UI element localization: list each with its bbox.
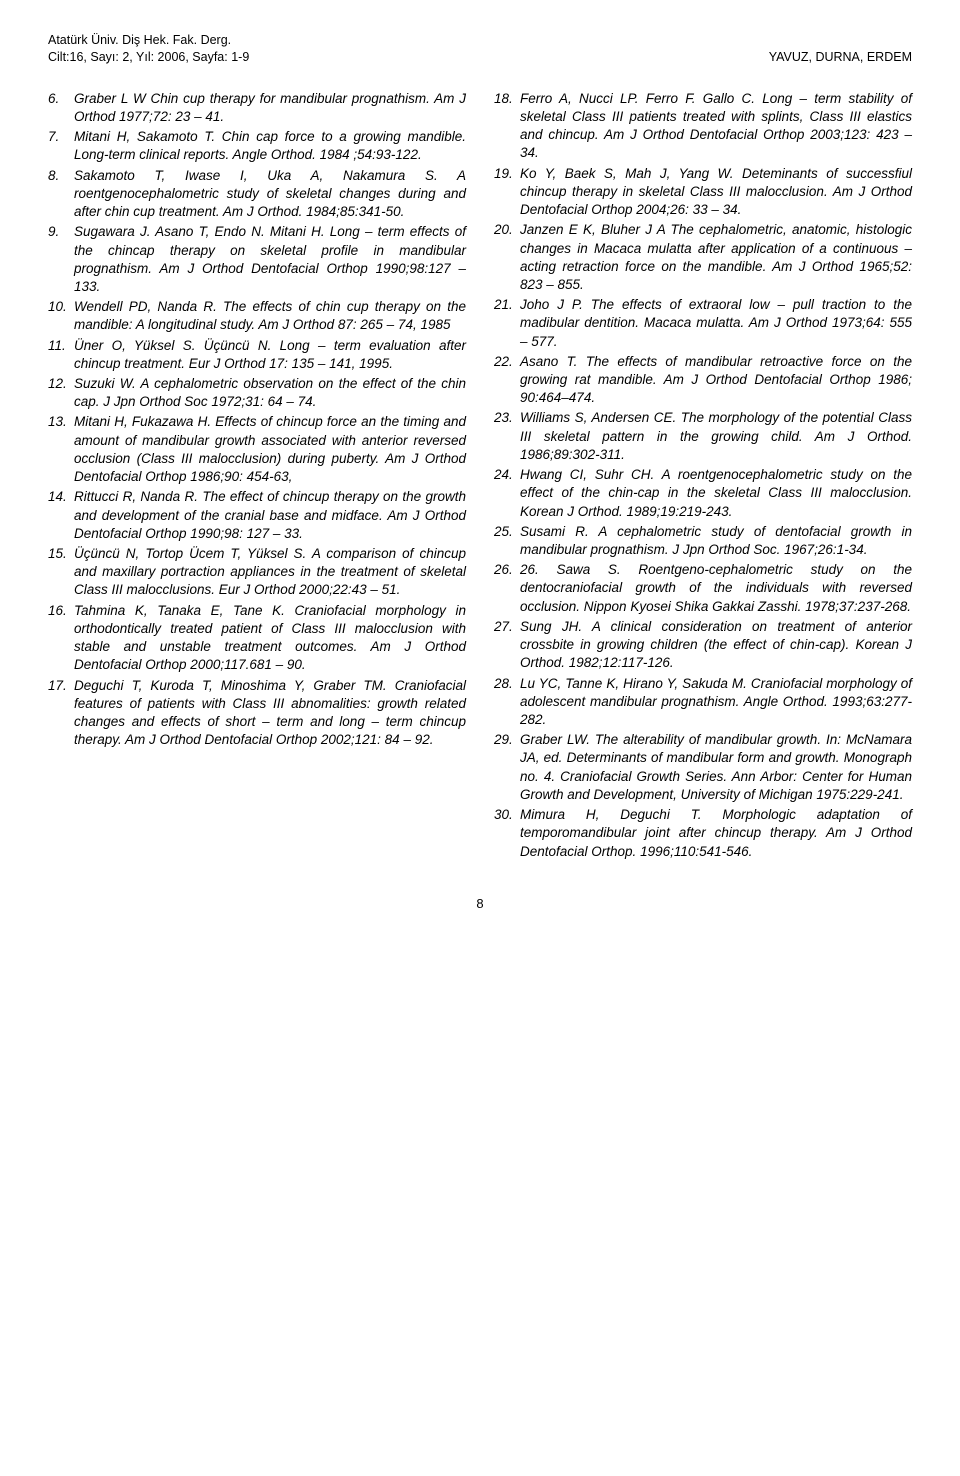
reference-text: Ko Y, Baek S, Mah J, Yang W. Deteminants… (520, 165, 912, 220)
reference-number: 23. (494, 409, 520, 464)
reference-number: 7. (48, 128, 74, 164)
reference-number: 21. (494, 296, 520, 351)
reference-number: 12. (48, 375, 74, 411)
reference-list-right: 18.Ferro A, Nucci LP. Ferro F. Gallo C. … (494, 90, 912, 861)
reference-text: Rittucci R, Nanda R. The effect of chinc… (74, 488, 466, 543)
reference-text: Wendell PD, Nanda R. The effects of chin… (74, 298, 466, 334)
reference-item: 30.Mimura H, Deguchi T. Morphologic adap… (494, 806, 912, 861)
reference-item: 24.Hwang CI, Suhr CH. A roentgenocephalo… (494, 466, 912, 521)
reference-item: 22.Asano T. The effects of mandibular re… (494, 353, 912, 408)
reference-number: 24. (494, 466, 520, 521)
authors: YAVUZ, DURNA, ERDEM (769, 49, 912, 66)
journal-name: Atatürk Üniv. Diş Hek. Fak. Derg. (48, 32, 249, 49)
reference-item: 29.Graber LW. The alterability of mandib… (494, 731, 912, 804)
reference-item: 13.Mitani H, Fukazawa H. Effects of chin… (48, 413, 466, 486)
issue-info: Cilt:16, Sayı: 2, Yıl: 2006, Sayfa: 1-9 (48, 49, 249, 66)
reference-item: 10.Wendell PD, Nanda R. The effects of c… (48, 298, 466, 334)
reference-item: 9.Sugawara J. Asano T, Endo N. Mitani H.… (48, 223, 466, 296)
reference-item: 26.26. Sawa S. Roentgeno-cephalometric s… (494, 561, 912, 616)
reference-number: 22. (494, 353, 520, 408)
reference-text: Lu YC, Tanne K, Hirano Y, Sakuda M. Cran… (520, 675, 912, 730)
reference-number: 15. (48, 545, 74, 600)
left-column: 6.Graber L W Chin cup therapy for mandib… (48, 90, 466, 863)
reference-number: 17. (48, 677, 74, 750)
reference-text: Graber LW. The alterability of mandibula… (520, 731, 912, 804)
reference-text: Mitani H, Sakamoto T. Chin cap force to … (74, 128, 466, 164)
page-header: Atatürk Üniv. Diş Hek. Fak. Derg. Cilt:1… (48, 32, 912, 66)
reference-columns: 6.Graber L W Chin cup therapy for mandib… (48, 90, 912, 863)
reference-number: 20. (494, 221, 520, 294)
reference-number: 11. (48, 337, 74, 373)
reference-item: 16.Tahmina K, Tanaka E, Tane K. Craniofa… (48, 602, 466, 675)
reference-item: 7.Mitani H, Sakamoto T. Chin cap force t… (48, 128, 466, 164)
reference-number: 6. (48, 90, 74, 126)
reference-number: 19. (494, 165, 520, 220)
reference-number: 9. (48, 223, 74, 296)
reference-text: Asano T. The effects of mandibular retro… (520, 353, 912, 408)
reference-item: 14.Rittucci R, Nanda R. The effect of ch… (48, 488, 466, 543)
reference-text: Graber L W Chin cup therapy for mandibul… (74, 90, 466, 126)
reference-number: 26. (494, 561, 520, 616)
reference-item: 18.Ferro A, Nucci LP. Ferro F. Gallo C. … (494, 90, 912, 163)
reference-text: Hwang CI, Suhr CH. A roentgenocephalomet… (520, 466, 912, 521)
reference-number: 16. (48, 602, 74, 675)
reference-number: 13. (48, 413, 74, 486)
reference-item: 19.Ko Y, Baek S, Mah J, Yang W. Detemina… (494, 165, 912, 220)
reference-number: 29. (494, 731, 520, 804)
reference-text: Üner O, Yüksel S. Üçüncü N. Long – term … (74, 337, 466, 373)
reference-text: 26. Sawa S. Roentgeno-cephalometric stud… (520, 561, 912, 616)
reference-text: Sung JH. A clinical consideration on tre… (520, 618, 912, 673)
reference-text: Deguchi T, Kuroda T, Minoshima Y, Graber… (74, 677, 466, 750)
reference-item: 20.Janzen E K, Bluher J A The cephalomet… (494, 221, 912, 294)
reference-item: 21.Joho J P. The effects of extraoral lo… (494, 296, 912, 351)
reference-item: 23.Williams S, Andersen CE. The morpholo… (494, 409, 912, 464)
right-column: 18.Ferro A, Nucci LP. Ferro F. Gallo C. … (494, 90, 912, 863)
reference-item: 25.Susami R. A cephalometric study of de… (494, 523, 912, 559)
reference-list-left: 6.Graber L W Chin cup therapy for mandib… (48, 90, 466, 750)
reference-text: Janzen E K, Bluher J A The cephalometric… (520, 221, 912, 294)
reference-text: Suzuki W. A cephalometric observation on… (74, 375, 466, 411)
reference-number: 10. (48, 298, 74, 334)
reference-text: Üçüncü N, Tortop Ücem T, Yüksel S. A com… (74, 545, 466, 600)
reference-item: 8.Sakamoto T, Iwase I, Uka A, Nakamura S… (48, 167, 466, 222)
reference-item: 17.Deguchi T, Kuroda T, Minoshima Y, Gra… (48, 677, 466, 750)
reference-item: 6.Graber L W Chin cup therapy for mandib… (48, 90, 466, 126)
reference-text: Mitani H, Fukazawa H. Effects of chincup… (74, 413, 466, 486)
reference-item: 28.Lu YC, Tanne K, Hirano Y, Sakuda M. C… (494, 675, 912, 730)
reference-number: 25. (494, 523, 520, 559)
reference-number: 30. (494, 806, 520, 861)
reference-text: Ferro A, Nucci LP. Ferro F. Gallo C. Lon… (520, 90, 912, 163)
reference-text: Williams S, Andersen CE. The morphology … (520, 409, 912, 464)
page-number: 8 (48, 895, 912, 913)
reference-number: 27. (494, 618, 520, 673)
reference-text: Sugawara J. Asano T, Endo N. Mitani H. L… (74, 223, 466, 296)
reference-item: 27.Sung JH. A clinical consideration on … (494, 618, 912, 673)
reference-number: 14. (48, 488, 74, 543)
reference-text: Mimura H, Deguchi T. Morphologic adaptat… (520, 806, 912, 861)
reference-text: Sakamoto T, Iwase I, Uka A, Nakamura S. … (74, 167, 466, 222)
reference-text: Tahmina K, Tanaka E, Tane K. Craniofacia… (74, 602, 466, 675)
journal-info: Atatürk Üniv. Diş Hek. Fak. Derg. Cilt:1… (48, 32, 249, 66)
reference-item: 11.Üner O, Yüksel S. Üçüncü N. Long – te… (48, 337, 466, 373)
reference-item: 15.Üçüncü N, Tortop Ücem T, Yüksel S. A … (48, 545, 466, 600)
reference-text: Joho J P. The effects of extraoral low –… (520, 296, 912, 351)
reference-number: 28. (494, 675, 520, 730)
reference-number: 18. (494, 90, 520, 163)
reference-text: Susami R. A cephalometric study of dento… (520, 523, 912, 559)
reference-item: 12.Suzuki W. A cephalometric observation… (48, 375, 466, 411)
reference-number: 8. (48, 167, 74, 222)
